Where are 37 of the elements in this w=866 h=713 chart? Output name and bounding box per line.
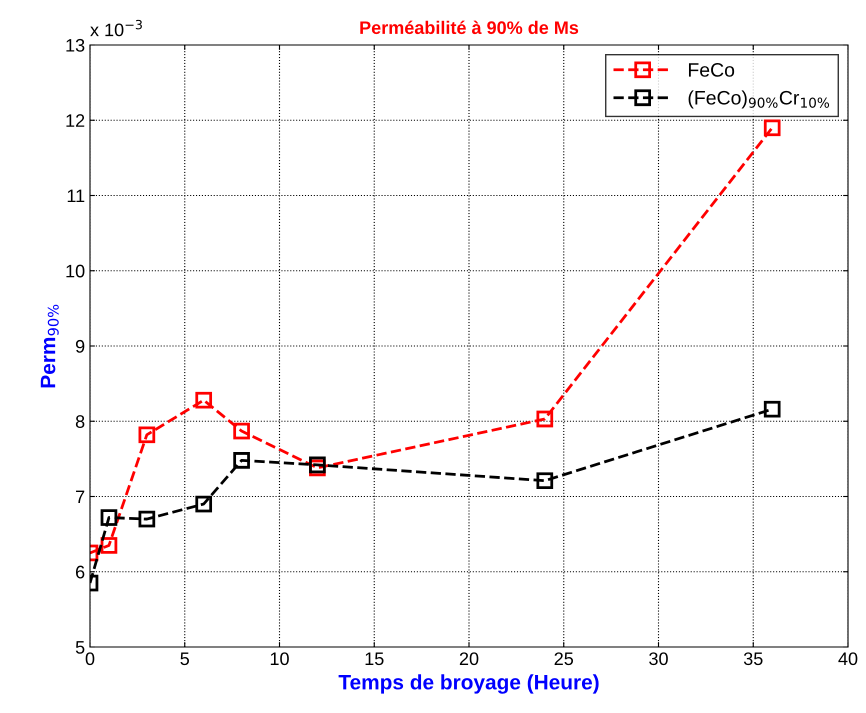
x-tick-label: 5 bbox=[180, 652, 190, 666]
y-tick-label: 6 bbox=[76, 566, 84, 578]
point bbox=[100, 509, 118, 526]
point bbox=[138, 510, 156, 528]
legend-label: FeCo bbox=[688, 63, 734, 77]
x-tick-label: 0 bbox=[86, 652, 94, 666]
y-tick-label: 12 bbox=[66, 114, 84, 127]
y-tick-label: 9 bbox=[76, 340, 84, 353]
point bbox=[536, 472, 554, 490]
text: x 10$^{−3}$ bbox=[90, 20, 142, 36]
point bbox=[138, 426, 156, 444]
x-tick-label: 30 bbox=[649, 652, 668, 666]
x-tick-label: 15 bbox=[366, 652, 384, 666]
chart-title: Perméabilité à 90% de Ms bbox=[360, 20, 578, 34]
y-tick-label: 5 bbox=[76, 641, 84, 654]
point bbox=[309, 456, 326, 474]
x-tick-label: 35 bbox=[744, 652, 763, 666]
y-tick-label: 7 bbox=[76, 490, 84, 504]
x-tick-label: 10 bbox=[270, 652, 289, 666]
legend-label: (FeCo)$_{90%}$Cr$_{10%}$ bbox=[688, 90, 830, 108]
y-tick-label: 8 bbox=[76, 415, 84, 428]
y-tick-label: 11 bbox=[68, 190, 84, 202]
x-tick-label: 20 bbox=[460, 652, 478, 666]
y-tick-label: 13 bbox=[66, 38, 84, 52]
x-tick-label: 25 bbox=[554, 652, 574, 666]
point bbox=[764, 400, 781, 418]
point bbox=[233, 422, 250, 440]
point bbox=[100, 537, 118, 554]
point bbox=[233, 452, 250, 469]
point bbox=[195, 392, 212, 409]
point bbox=[536, 410, 554, 428]
y-tick-label: 10 bbox=[66, 264, 84, 278]
point bbox=[195, 496, 212, 512]
x-tick-label: 40 bbox=[838, 652, 858, 666]
y-axis-title: Perm$_{90%}$ bbox=[40, 304, 59, 388]
point bbox=[764, 119, 781, 136]
x-axis-title: Temps de broyage (Heure) bbox=[338, 674, 599, 694]
